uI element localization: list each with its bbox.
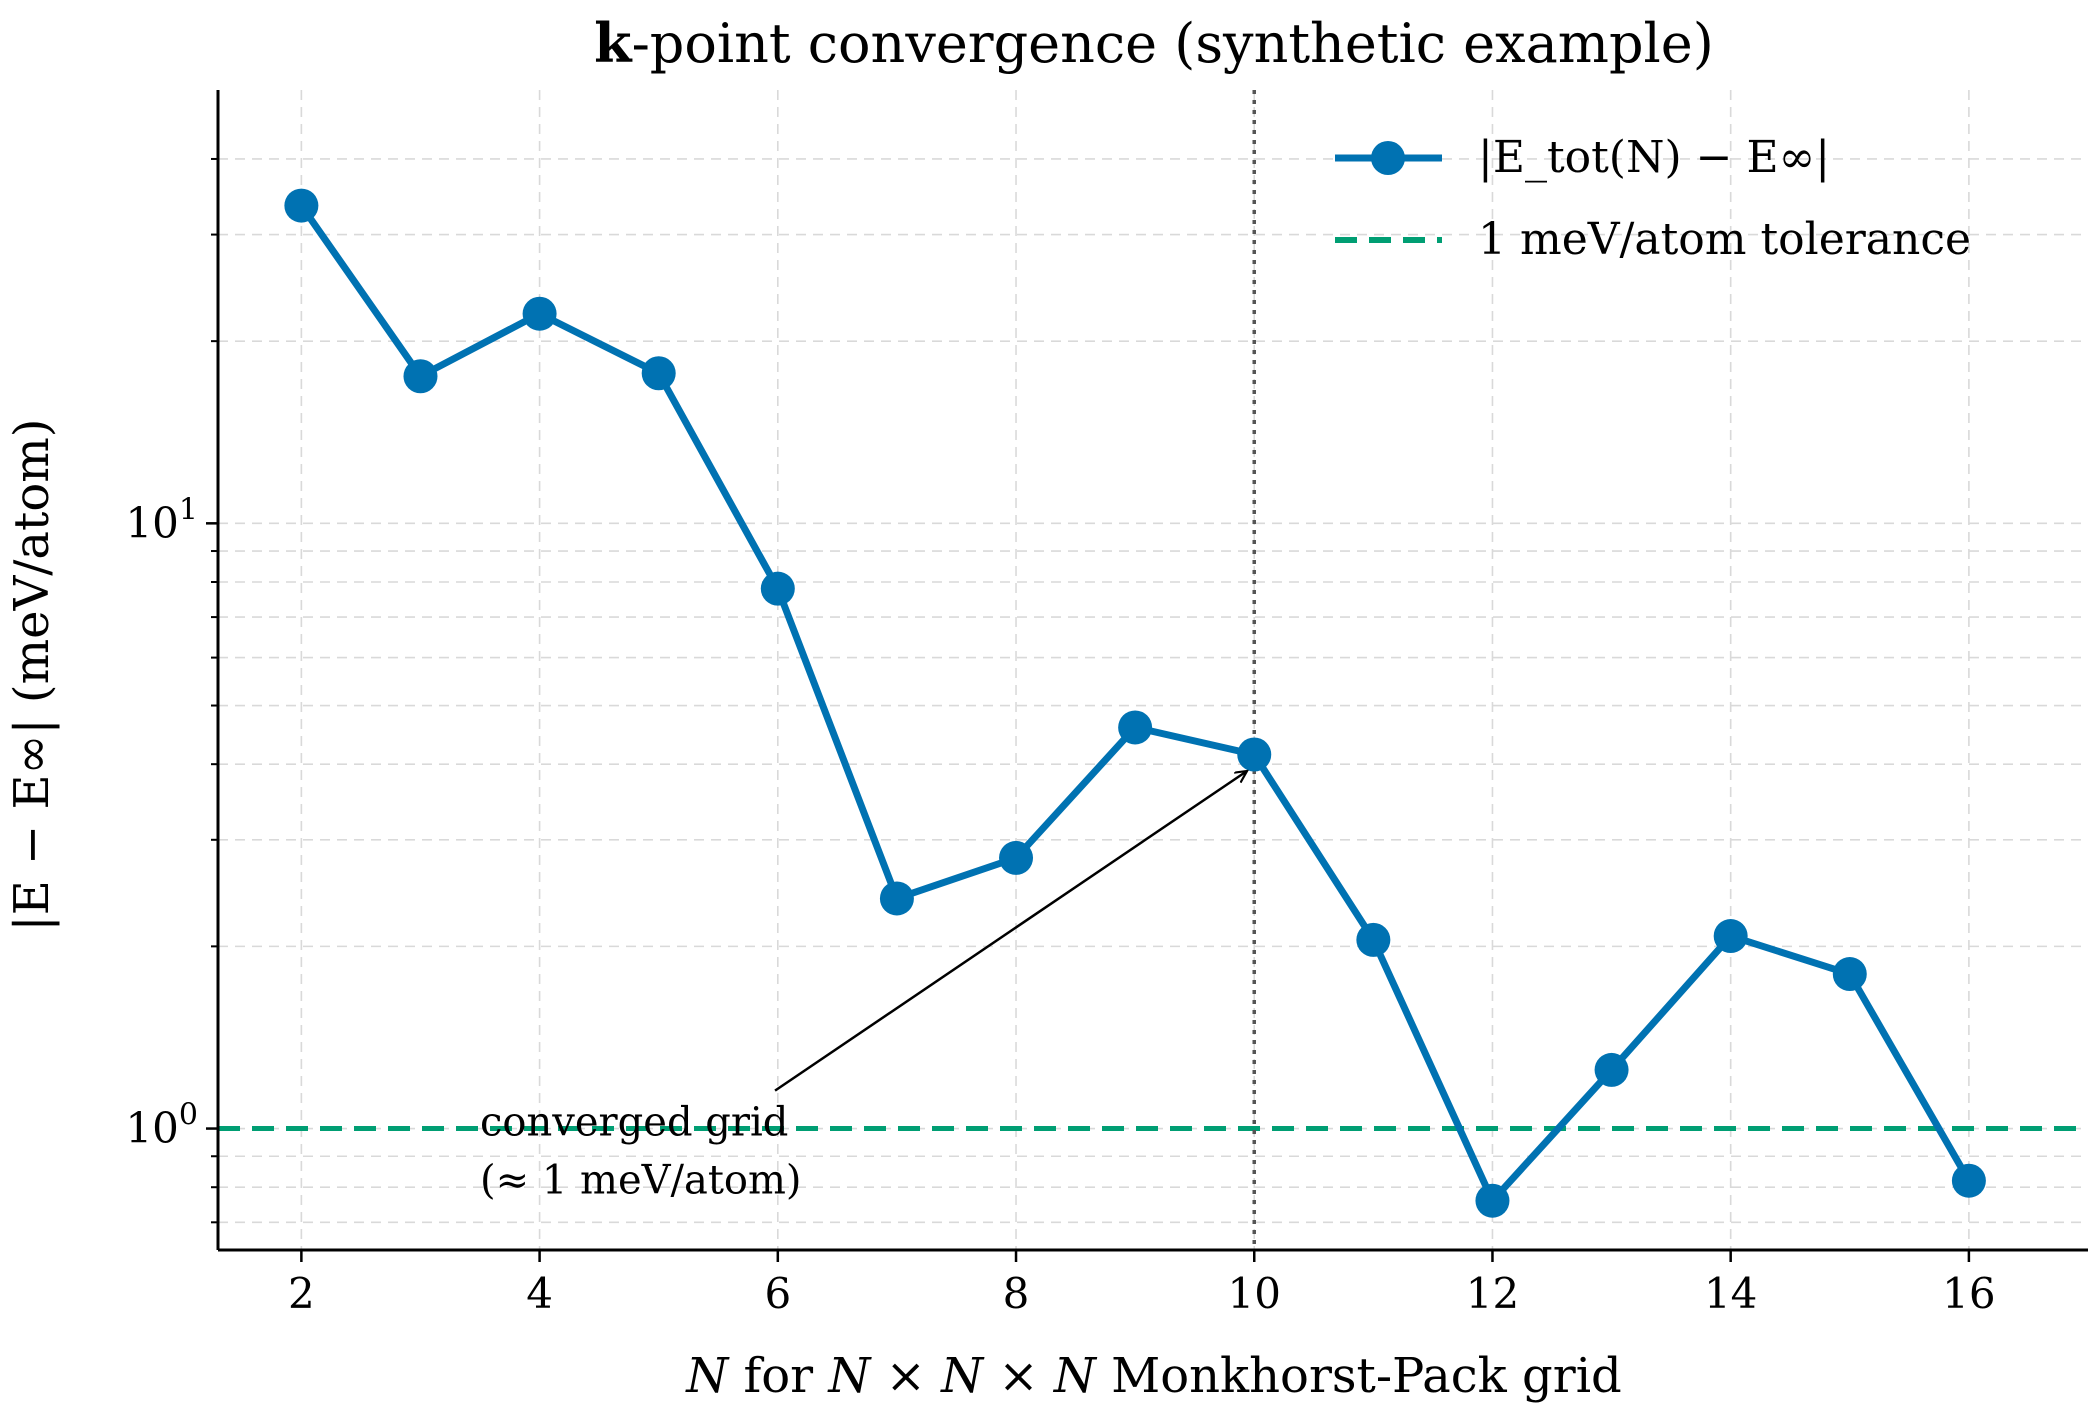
data-point [1475,1183,1510,1218]
reference-lines [218,90,2088,1250]
data-point [1713,919,1748,954]
x-axis-title-mid: for [728,1348,828,1404]
data-point [879,881,914,916]
series-layer [284,188,1986,1218]
x-axis-title-var: N [685,1348,730,1404]
x-tick-label: 6 [764,1269,791,1318]
x-tick-label: 12 [1466,1269,1519,1318]
data-point [760,571,795,606]
annotation-text-line: converged grid [480,1100,788,1146]
data-point [1356,922,1391,957]
series-line [298,203,1972,1205]
y-tick-label: 100 [125,1098,198,1153]
data-point [999,840,1034,875]
data-point [1237,737,1272,772]
chart-title-rest: -point convergence (synthetic example) [632,12,1714,75]
x-tick-label: 2 [288,1269,315,1318]
data-point [284,188,319,223]
y-axis-title: |E − E∞| (meV/atom) [4,419,60,932]
x-tick-label: 16 [1942,1269,1995,1318]
data-point [1951,1163,1986,1198]
data-point [1118,710,1153,745]
legend: |E_tot(N) − E∞| 1 meV/atom tolerance [1335,132,1971,265]
legend-series-label: |E_tot(N) − E∞| [1478,132,1830,183]
x-axis-title: N for N × N × N Monkhorst-Pack grid [685,1348,1622,1404]
x-axis-title-expr: N × N × N [827,1348,1097,1404]
annotation-text-line: (≈ 1 meV/atom) [480,1158,802,1204]
x-tick-label: 4 [526,1269,553,1318]
x-tick-label: 14 [1704,1269,1757,1318]
annotation-arrow [774,772,1246,1092]
legend-series-marker [1371,141,1405,175]
data-point [403,359,438,394]
data-point [1594,1052,1629,1087]
x-axis-title-suffix: Monkhorst-Pack grid [1096,1348,1622,1404]
tick-labels: 2 4 6 8 10 12 14 16 100 101 [125,492,1995,1318]
x-tick-label: 8 [1003,1269,1030,1318]
data-point [1832,957,1867,992]
data-point [522,296,557,331]
axes-layer [206,90,2088,1262]
x-tick-label: 10 [1228,1269,1281,1318]
annotation-layer: converged grid (≈ 1 meV/atom) [480,772,1246,1204]
chart-title: k-point convergence (synthetic example) [594,11,1714,75]
legend-tolerance-label: 1 meV/atom tolerance [1478,214,1971,265]
y-tick-label: 101 [125,492,198,547]
chart-title-bold-k: k [594,11,633,75]
data-point [641,356,676,391]
